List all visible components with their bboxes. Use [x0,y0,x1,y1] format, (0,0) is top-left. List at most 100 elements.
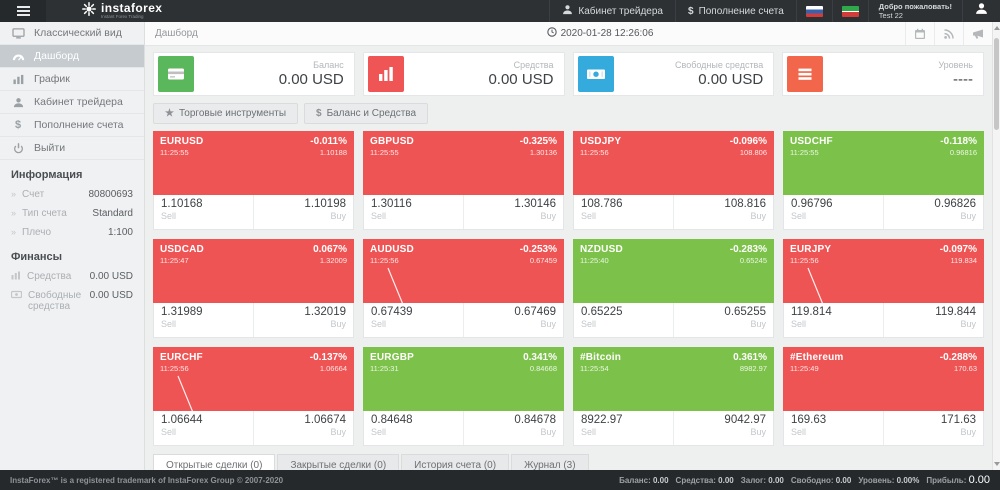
instrument-tile-EURGBP[interactable]: EURGBP 0.341% 11:25:31 0.84668 0.84648 Sell 0.… [363,347,564,446]
sell-price: 0.84648 [371,414,413,426]
dollar-icon: $ [688,5,694,17]
scrollbar-thumb[interactable] [994,38,999,130]
tile-sell-button[interactable]: 1.06644 Sell [154,411,253,445]
language-flag-alt[interactable] [831,0,868,22]
buy-label: Buy [330,427,346,437]
instrument-tile-Bitcoin[interactable]: #Bitcoin 0.361% 11:25:54 8982.97 8922.97 Sell… [573,347,774,446]
footer-stat-label: Баланс: [619,475,653,485]
tile-price: 119.834 [950,256,977,265]
language-flag-ru[interactable] [795,0,832,22]
tab-item[interactable]: Закрытые сделки (0) [277,454,400,470]
sell-price: 169.63 [791,414,827,426]
rss-icon[interactable] [934,22,963,45]
sidebar-item-label: Дашборд [34,50,79,62]
balance-funds-button[interactable]: $ Баланс и Средства [304,103,429,124]
tile-time: 11:25:56 [580,148,609,157]
deposit-button[interactable]: $ Пополнение счета [675,0,796,22]
tile-buy-button[interactable]: 0.65255 Buy [673,303,773,337]
instrument-tile-AUDUSD[interactable]: AUDUSD -0.253% 11:25:56 0.67459 0.67439 Sell 0… [363,239,564,338]
banknote-icon [577,56,614,92]
tile-buy-button[interactable]: 171.63 Buy [883,411,983,445]
buy-label: Buy [540,211,556,221]
trader-cabinet-label: Кабинет трейдера [578,5,663,17]
sell-price: 108.786 [581,198,623,210]
tile-buy-button[interactable]: 1.30146 Buy [463,195,563,229]
tile-buy-button[interactable]: 0.84678 Buy [463,411,563,445]
tile-sell-button[interactable]: 1.10168 Sell [154,195,253,229]
tile-buy-button[interactable]: 119.844 Buy [883,303,983,337]
user-avatar-button[interactable] [962,0,1000,22]
tile-header: GBPUSD -0.325% 11:25:55 1.30136 [363,131,564,195]
russia-flag-icon [805,5,823,17]
tile-header-row: 11:25:49 170.63 [790,363,977,373]
tile-time: 11:25:40 [580,256,609,265]
tile-sell-button[interactable]: 108.786 Sell [574,195,673,229]
tab-active[interactable]: Открытые сделки (0) [153,454,276,470]
instrument-tile-USDCAD[interactable]: USDCAD 0.067% 11:25:47 1.32009 1.31989 Sell 1.… [153,239,354,338]
tile-symbol: EURGBP [370,352,414,363]
tile-sell-button[interactable]: 1.30116 Sell [364,195,463,229]
row-value: 80800693 [88,189,134,200]
sidebar-item-chart[interactable]: График [0,68,144,91]
sell-price: 1.31989 [161,306,203,318]
tile-symbol: USDCHF [790,136,833,147]
instrument-tile-EURUSD[interactable]: EURUSD -0.011% 11:25:55 1.10188 1.10168 Sell 1… [153,131,354,230]
tile-sell-button[interactable]: 8922.97 Sell [574,411,673,445]
menu-toggle-button[interactable] [0,0,46,22]
tab-item[interactable]: Журнал (3) [511,454,589,470]
tile-buy-button[interactable]: 1.32019 Buy [253,303,353,337]
trading-instruments-button[interactable]: ★ Торговые инструменты [153,103,298,124]
footer-stat-label: Свободно: [790,475,836,485]
tile-buy-button[interactable]: 1.10198 Buy [253,195,353,229]
tile-change: -0.253% [519,244,557,255]
sell-price: 0.96796 [791,198,833,210]
tile-sell-button[interactable]: 1.31989 Sell [154,303,253,337]
sidebar-item-logout[interactable]: Выйти [0,137,144,160]
tile-sell-button[interactable]: 0.96796 Sell [784,195,883,229]
tile-buy-button[interactable]: 0.67469 Buy [463,303,563,337]
instrument-tile-GBPUSD[interactable]: GBPUSD -0.325% 11:25:55 1.30136 1.30116 Sell 1… [363,131,564,230]
sidebar-item-trader-cabinet[interactable]: Кабинет трейдера [0,91,144,114]
card-value: ---- [953,71,973,88]
tab-item[interactable]: История счета (0) [401,454,510,470]
tile-sell-button[interactable]: 119.814 Sell [784,303,883,337]
sidebar-item-dashboard[interactable]: Дашборд [0,45,144,68]
tile-sell-button[interactable]: 0.84648 Sell [364,411,463,445]
tile-buy-button[interactable]: 108.816 Buy [673,195,773,229]
instrument-tile-EURCHF[interactable]: EURCHF -0.137% 11:25:56 1.06664 1.06644 Sell 1… [153,347,354,446]
tile-header: AUDUSD -0.253% 11:25:56 0.67459 [363,239,564,303]
instrument-tile-NZDUSD[interactable]: NZDUSD -0.283% 11:25:40 0.65245 0.65225 Sell 0… [573,239,774,338]
tile-sell-button[interactable]: 0.67439 Sell [364,303,463,337]
megaphone-icon[interactable] [963,22,992,45]
instrument-tile-EURJPY[interactable]: EURJPY -0.097% 11:25:56 119.834 119.814 Sell 1… [783,239,984,338]
card-body: Уровень ---- [823,60,979,88]
sidebar-item-classic-view[interactable]: Классический вид [0,22,144,45]
tile-price: 1.32009 [319,256,347,265]
vertical-scrollbar[interactable] [992,22,1000,470]
instrument-tile-USDJPY[interactable]: USDJPY -0.096% 11:25:56 108.806 108.786 Sell 1… [573,131,774,230]
row-label-text: Средства [27,271,72,282]
sidebar-item-deposit[interactable]: $ Пополнение счета [0,114,144,137]
scroll-down-arrow[interactable] [994,462,1000,466]
tile-sell-button[interactable]: 0.65225 Sell [574,303,673,337]
instrument-tile-Ethereum[interactable]: #Ethereum -0.288% 11:25:49 170.63 169.63 Sell… [783,347,984,446]
buy-label: Buy [960,211,976,221]
scroll-up-arrow[interactable] [994,26,1000,30]
footer-stat-value: 0.00 [652,475,669,485]
instrument-tile-USDCHF[interactable]: USDCHF -0.118% 11:25:55 0.96816 0.96796 Sell 0… [783,131,984,230]
tile-buy-button[interactable]: 9042.97 Buy [673,411,773,445]
row-label-text: Тип счета [22,208,67,219]
calendar-icon[interactable] [905,22,934,45]
tile-buy-button[interactable]: 1.06674 Buy [253,411,353,445]
balance-funds-label: Баланс и Средства [326,108,417,119]
row-value: 0.00 USD [89,290,133,301]
tile-header-row: NZDUSD -0.283% [580,244,767,255]
trader-cabinet-button[interactable]: Кабинет трейдера [549,0,675,22]
tile-buy-button[interactable]: 0.96826 Buy [883,195,983,229]
tile-sell-button[interactable]: 169.63 Sell [784,411,883,445]
buy-price: 1.10198 [304,198,346,210]
tile-prices: 1.06644 Sell 1.06674 Buy [153,411,354,446]
sparkline [175,373,201,411]
tile-prices: 108.786 Sell 108.816 Buy [573,195,774,230]
tile-price: 108.806 [739,148,767,157]
